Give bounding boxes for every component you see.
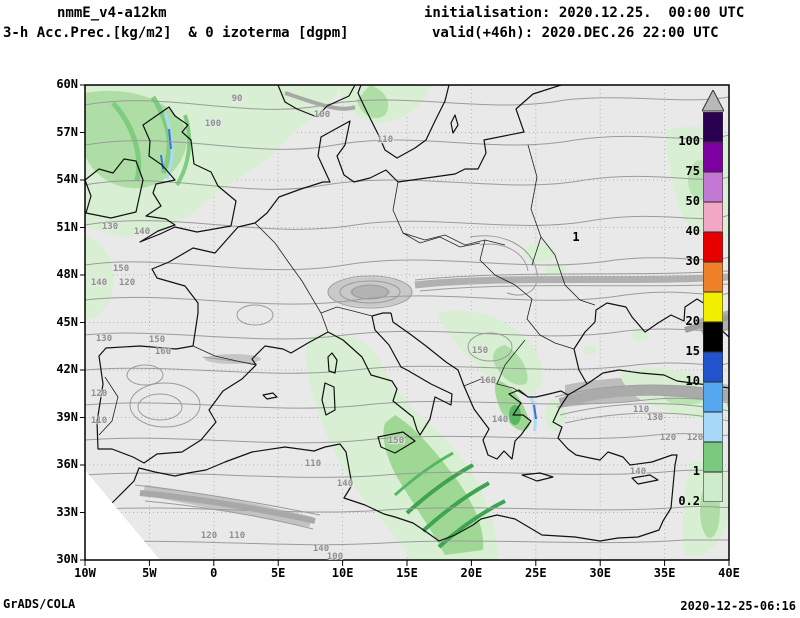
lat-tick-label: 57N <box>56 124 78 139</box>
lon-tick-label: 0 <box>210 566 218 580</box>
lat-tick-label: 54N <box>56 172 78 186</box>
lon-tick-label: 20E <box>460 566 483 580</box>
lat-tick-label: 51N <box>56 219 78 234</box>
lon-tick-label: 10E <box>331 566 354 580</box>
europe-map-svg <box>80 84 730 566</box>
lat-tick-label: 48N <box>56 267 78 281</box>
lon-tick-label: 5W <box>142 566 157 580</box>
render-timestamp: 2020-12-25-06:16 <box>680 599 796 613</box>
lat-tick-label: 36N <box>56 457 78 471</box>
domain-edge-wedge <box>85 470 160 560</box>
lat-tick-label: 42N <box>56 362 78 376</box>
lon-tick-label: 15E <box>396 566 418 580</box>
init-time-label: initialisation: 2020.12.25. 00:00 UTC <box>424 5 745 21</box>
coastlines <box>85 85 729 542</box>
lon-tick-label: 40E <box>718 566 740 580</box>
lat-tick-label: 60N <box>56 77 78 91</box>
lat-tick-label: 39N <box>56 409 78 424</box>
lon-tick-label: 30E <box>589 566 612 580</box>
lon-tick-label: 5E <box>270 566 286 580</box>
lon-tick-label: 25E <box>524 566 547 580</box>
lat-tick-label: 45N <box>56 314 78 329</box>
model-title: nmmE_v4-a12km <box>57 5 167 21</box>
lon-tick-label: 10W <box>74 566 96 580</box>
grads-credit: GrADS/COLA <box>3 597 76 611</box>
lat-tick-label: 33N <box>56 504 78 519</box>
lon-tick-label: 35E <box>653 566 676 580</box>
axis-ticks <box>80 84 730 566</box>
valid-time-label: valid(+46h): 2020.DEC.26 22:00 UTC <box>432 25 719 41</box>
country-borders <box>98 144 596 436</box>
contour-lines <box>85 96 729 546</box>
field-title: 3-h Acc.Prec.[kg/m2] & 0 izoterma [dgpm] <box>3 25 349 41</box>
lat-tick-label: 30N <box>56 552 78 566</box>
